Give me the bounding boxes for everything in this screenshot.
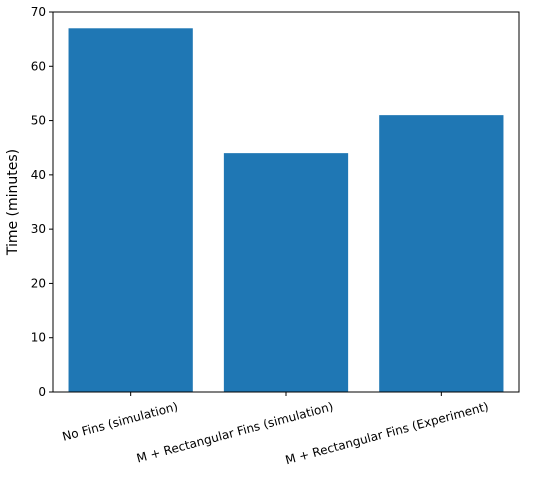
bar-2 <box>223 153 349 392</box>
y-axis: 0 10 20 30 40 50 60 70 <box>31 5 53 399</box>
y-tick-label: 40 <box>31 168 46 182</box>
y-tick-label: 20 <box>31 276 46 290</box>
plot-frame <box>52 11 520 393</box>
y-tick-label: 30 <box>31 222 46 236</box>
bar-1 <box>68 28 193 393</box>
y-tick-label: 50 <box>31 114 46 128</box>
y-axis-label: Time (minutes) <box>5 149 21 256</box>
x-axis: No Fins (simulation)M + Rectangular Fins… <box>61 392 490 467</box>
y-tick-label: 60 <box>31 59 46 73</box>
bar-3 <box>379 115 504 393</box>
x-tick-label: No Fins (simulation) <box>61 399 180 443</box>
bars-group <box>68 28 504 393</box>
y-tick-label: 0 <box>38 385 46 399</box>
y-tick-label: 10 <box>31 331 46 345</box>
y-tick-label: 70 <box>31 5 46 19</box>
